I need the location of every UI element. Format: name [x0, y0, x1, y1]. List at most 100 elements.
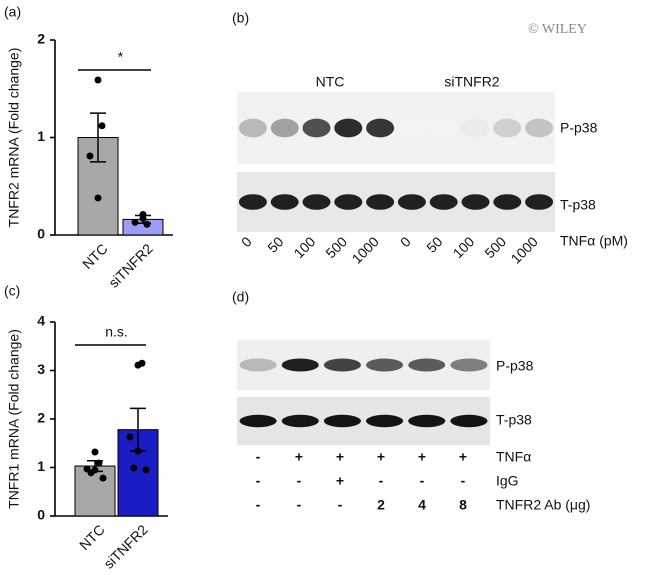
lane-title: TNFα (pM) [560, 233, 628, 249]
lane-label: 100 [450, 233, 478, 261]
group-label: NTC [316, 74, 345, 90]
condition-mark: 4 [418, 497, 426, 513]
x-tick-label: siTNFR2 [105, 240, 156, 291]
row-label: T-p38 [560, 197, 596, 213]
blot-band [323, 414, 361, 428]
blot-band [366, 118, 395, 138]
condition-mark: + [336, 473, 344, 489]
x-tick-label: siTNFR2 [100, 521, 151, 572]
lane-label: 0 [238, 233, 255, 250]
blot-band [397, 118, 426, 138]
data-point [94, 76, 102, 84]
error-bar [90, 112, 106, 163]
x-tick-label: NTC [79, 240, 111, 272]
panel-label: (a) [4, 4, 21, 20]
blot-band [429, 194, 458, 210]
blot-band [334, 118, 363, 138]
condition-mark: - [256, 473, 261, 489]
lane-label: 0 [397, 233, 414, 250]
condition-label: TNFR2 Ab (μg) [496, 497, 590, 513]
blot-band [429, 118, 458, 138]
group-label: siTNFR2 [444, 74, 499, 90]
data-point [126, 433, 134, 441]
watermark: © WILEY [528, 22, 587, 37]
data-point [95, 459, 103, 467]
condition-mark: 2 [377, 497, 385, 513]
blot-band [493, 118, 522, 138]
y-tick-label: 0 [37, 226, 45, 242]
condition-mark: - [338, 497, 343, 513]
blot-band [239, 358, 277, 372]
blot-band [525, 118, 554, 138]
blot-band [461, 118, 490, 138]
condition-mark: - [461, 473, 466, 489]
blot-band [461, 194, 490, 210]
x-tick-label: NTC [76, 521, 108, 553]
lane-label: 1000 [508, 233, 541, 266]
blot-band [450, 358, 488, 372]
blot-band [238, 118, 267, 138]
y-tick-label: 1 [37, 458, 45, 474]
data-point [94, 194, 102, 202]
condition-mark: + [377, 449, 385, 465]
panel-label: (b) [232, 10, 249, 26]
blot-band [366, 358, 404, 372]
condition-mark: 8 [459, 497, 467, 513]
blot-band [238, 194, 267, 210]
y-axis-label: TNFR1 mRNA (Fold change) [6, 329, 22, 509]
significance-label: * [118, 49, 124, 65]
blot-band [525, 194, 554, 210]
condition-label: TNFα [496, 449, 531, 465]
blot-band [281, 414, 319, 428]
condition-label: IgG [496, 473, 519, 489]
blot-background [237, 340, 490, 390]
lane-label: 100 [291, 233, 319, 261]
data-point [131, 218, 139, 226]
y-tick-label: 2 [37, 31, 45, 47]
condition-mark: - [297, 497, 302, 513]
blot-background [237, 397, 490, 445]
y-tick-label: 4 [37, 313, 45, 329]
panel-label: (d) [232, 289, 249, 305]
condition-mark: - [256, 497, 261, 513]
blot-band [239, 414, 277, 428]
lane-label: 50 [264, 233, 286, 255]
data-point [142, 466, 150, 474]
blot-band [493, 194, 522, 210]
data-point [87, 469, 95, 477]
data-point [134, 447, 142, 455]
lane-label: 50 [423, 233, 445, 255]
data-point [91, 448, 99, 456]
data-point [130, 464, 138, 472]
y-tick-label: 1 [37, 128, 45, 144]
significance-label: n.s. [105, 324, 128, 340]
blot-band [397, 194, 426, 210]
data-point [138, 359, 146, 367]
data-point [139, 214, 147, 222]
blot-band [366, 414, 404, 428]
blot-band [366, 194, 395, 210]
lane-label: 500 [322, 233, 350, 261]
blot-band [270, 118, 299, 138]
row-label: P-p38 [496, 358, 534, 374]
condition-mark: + [295, 449, 303, 465]
y-tick-label: 3 [37, 361, 45, 377]
y-tick-label: 0 [37, 507, 45, 523]
blot-band [323, 358, 361, 372]
condition-mark: + [459, 449, 467, 465]
row-label: P-p38 [560, 120, 598, 136]
condition-mark: - [297, 473, 302, 489]
blot-band [450, 414, 488, 428]
condition-mark: - [256, 449, 261, 465]
condition-mark: - [379, 473, 384, 489]
blot-band [302, 118, 331, 138]
data-point [99, 474, 107, 482]
blot-band [334, 194, 363, 210]
data-point [143, 220, 151, 228]
blot-band [408, 358, 446, 372]
bar [74, 465, 116, 517]
blot-band [302, 194, 331, 210]
panel-label: (c) [4, 283, 20, 299]
condition-mark: - [420, 473, 425, 489]
